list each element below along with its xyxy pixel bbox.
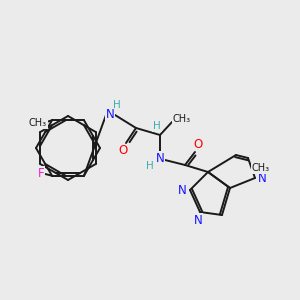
- Text: F: F: [38, 167, 44, 180]
- Text: H: H: [153, 121, 161, 131]
- Text: O: O: [118, 145, 127, 158]
- Text: N: N: [106, 109, 114, 122]
- Text: O: O: [194, 137, 202, 151]
- Text: CH₃: CH₃: [29, 118, 47, 128]
- Text: CH₃: CH₃: [252, 163, 270, 173]
- Text: N: N: [194, 214, 202, 226]
- Text: H: H: [113, 100, 121, 110]
- Text: N: N: [178, 184, 186, 196]
- Text: H: H: [146, 161, 154, 171]
- Text: N: N: [156, 152, 164, 164]
- Text: CH₃: CH₃: [173, 114, 191, 124]
- Text: N: N: [258, 172, 266, 184]
